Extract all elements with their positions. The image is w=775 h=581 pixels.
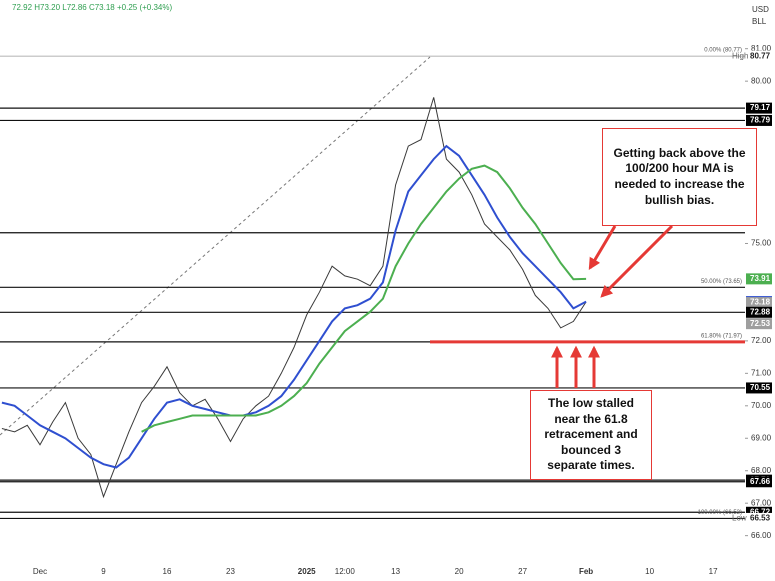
price-label: 72.88 [750,307,771,316]
price-box [746,506,772,518]
price-label: 67.66 [750,477,771,486]
x-tick-label: Dec [33,567,47,576]
price-tag: Low [732,514,747,523]
x-tick-label: 2025 [298,567,316,576]
ohlc-header: 72.92 H73.20 L72.86 C73.18 +0.25 (+0.34%… [12,3,172,12]
price-box [746,114,772,126]
price-label: 72.53 [750,319,771,328]
y-tick-label: 67.00 [751,498,772,507]
price-label: 73.91 [750,274,771,283]
moving-average [141,164,587,433]
price-box [746,512,772,524]
y-tick-label: 72.00 [751,336,772,345]
price-line [1,97,587,499]
x-tick-label: Feb [579,567,593,576]
x-tick-label: 20 [455,567,464,576]
price-box [746,318,772,330]
y-tick-label: 75.00 [751,239,772,248]
y-tick-label: 69.00 [751,433,772,442]
price-label: 78.79 [750,116,771,125]
y-tick-label: 70.00 [751,401,772,410]
x-tick-label: 12:00 [335,567,356,576]
y-tick-label: 71.00 [751,368,772,377]
arrows [551,224,674,388]
x-tick-label: 23 [226,567,235,576]
x-tick-label: 9 [101,567,106,576]
y-tick-label: 68.00 [751,466,772,475]
y-tick-label: 66.00 [751,531,772,540]
unit: BLL [752,17,767,26]
fib-label: 0.00% (80.77) [704,48,742,54]
fib-label: 61.80% (71.97) [701,333,742,339]
price-box [746,273,772,285]
x-tick-label: 13 [391,567,400,576]
price-label: 79.17 [750,103,771,112]
price-box [746,306,772,318]
price-label: 80.77 [750,51,771,60]
arrow [600,224,674,298]
fib-label: 100.00% (66.53) [698,510,742,516]
price-label: 66.53 [750,514,771,523]
y-tick-label: 81.00 [751,44,772,53]
price-label: 73.18 [750,298,771,307]
price-label: 70.55 [750,383,771,392]
fib-diagonal [0,56,431,436]
annotation: Getting back above the 100/200 hour MA i… [602,128,757,226]
fib-label: 50.00% (73.65) [701,279,742,285]
y-tick-label: 80.00 [751,76,772,85]
x-tick-label: 27 [518,567,527,576]
x-tick-label: 10 [645,567,654,576]
moving-average [1,144,587,469]
price-box [746,476,772,488]
price-box [746,50,772,62]
annotation: The low stalled near the 61.8 retracemen… [530,390,652,480]
price-box [746,382,772,394]
x-tick-label: 16 [163,567,172,576]
price-box [746,102,772,114]
currency: USD [752,5,769,14]
arrow [588,225,617,271]
price-axis [745,0,775,581]
price-box [746,297,772,309]
x-tick-label: 17 [709,567,718,576]
price-tag: High [732,51,748,60]
price-label: 66.72 [750,507,771,516]
